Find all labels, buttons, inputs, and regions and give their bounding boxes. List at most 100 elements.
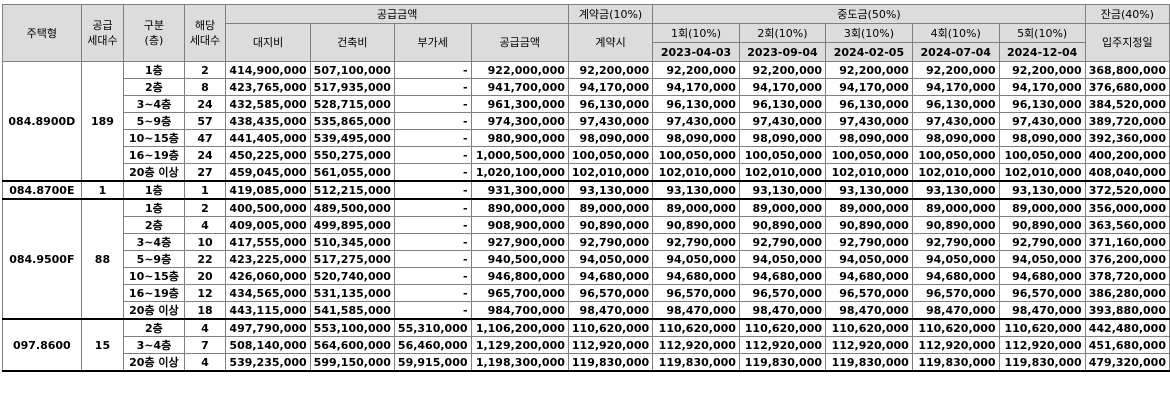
land-cell: 539,235,000 bbox=[225, 353, 311, 372]
applicable-units-cell: 2 bbox=[183, 61, 227, 79]
balance-cell: 384,520,000 bbox=[1084, 95, 1170, 113]
building-cell: 528,715,000 bbox=[309, 95, 395, 113]
land-cell: 441,405,000 bbox=[225, 129, 311, 147]
vat-cell: - bbox=[393, 267, 472, 285]
installment-4-cell: 98,090,000 bbox=[911, 129, 1000, 147]
table-row: 3~4층 7 508,140,000 564,600,000 56,460,000 1,1… bbox=[3, 336, 1170, 354]
balance-cell: 393,880,000 bbox=[1084, 301, 1170, 320]
contract-cell: 102,010,000 bbox=[567, 163, 654, 182]
building-cell: 507,100,000 bbox=[309, 61, 395, 79]
installment-1-cell: 90,890,000 bbox=[652, 216, 740, 234]
floor-cell: 5~9층 bbox=[123, 250, 185, 268]
installment-5-cell: 112,920,000 bbox=[998, 336, 1086, 354]
supply-cell: 927,900,000 bbox=[470, 233, 569, 251]
table-row: 3~4층 10 417,555,000 510,345,000-927,900,000… bbox=[3, 233, 1170, 251]
land-cell: 508,140,000 bbox=[225, 336, 311, 354]
header-installment-label: 2회(10%) bbox=[738, 23, 827, 43]
vat-cell: - bbox=[393, 198, 472, 217]
supply-units-cell: 189 bbox=[80, 61, 125, 182]
balance-cell: 368,800,000 bbox=[1084, 61, 1170, 79]
installment-4-cell: 96,130,000 bbox=[911, 95, 1000, 113]
table-row: 084.9500F 88 1층 2 400,500,000 489,500,000-890… bbox=[2, 198, 1170, 320]
building-cell: 564,600,000 bbox=[309, 336, 395, 354]
table-row: 16~19층 12 434,565,000 531,135,000-965,700,0… bbox=[3, 284, 1170, 302]
vat-cell: - bbox=[393, 146, 472, 164]
installment-3-cell: 112,920,000 bbox=[825, 336, 913, 354]
balance-cell: 451,680,000 bbox=[1084, 336, 1170, 354]
land-cell: 417,555,000 bbox=[225, 233, 311, 251]
installment-3-cell: 92,790,000 bbox=[825, 233, 913, 251]
table-row: 097.8600 15 2층 4 497,790,000 553,100,000 55,31… bbox=[2, 318, 1170, 372]
floor-cell: 20층 이상 bbox=[123, 301, 185, 320]
installment-4-cell: 90,890,000 bbox=[911, 216, 1000, 234]
vat-cell: - bbox=[393, 78, 472, 96]
applicable-units-cell: 24 bbox=[183, 146, 227, 164]
installment-3-cell: 97,430,000 bbox=[825, 112, 913, 130]
supply-cell: 965,700,000 bbox=[470, 284, 569, 302]
installment-3-cell: 90,890,000 bbox=[825, 216, 913, 234]
building-cell: 489,500,000 bbox=[309, 198, 395, 217]
table-row: 16~19층 24 450,225,000 550,275,000-1,000,500… bbox=[3, 146, 1170, 164]
installment-4-cell: 98,470,000 bbox=[911, 301, 1000, 320]
contract-cell: 119,830,000 bbox=[567, 353, 654, 372]
table-header: 주택형 공급 세대수 구분 (층) 해당 세대수 공급금액 계약금(10%) 중도금(… bbox=[2, 4, 1170, 62]
installment-1-cell: 93,130,000 bbox=[652, 180, 740, 200]
floor-cell: 1층 bbox=[123, 198, 185, 217]
table-row: 084.8700E 1 1층 1 419,085,000 512,215,000-931,… bbox=[2, 180, 1170, 200]
supply-cell: 931,300,000 bbox=[470, 180, 569, 200]
balance-cell: 378,720,000 bbox=[1084, 267, 1170, 285]
house-type-cell: 084.9500F bbox=[2, 198, 82, 320]
header-installment-date: 2024-07-04 bbox=[911, 42, 1000, 62]
vat-cell: 56,460,000 bbox=[393, 336, 472, 354]
header-installment-label: 3회(10%) bbox=[825, 23, 913, 43]
contract-cell: 90,890,000 bbox=[567, 216, 654, 234]
header-installment-date: 2023-04-03 bbox=[652, 42, 740, 62]
balance-cell: 479,320,000 bbox=[1084, 353, 1170, 372]
header-vat: 부가세 bbox=[393, 23, 472, 62]
installment-1-cell: 102,010,000 bbox=[652, 163, 740, 182]
header-installment-date: 2024-12-04 bbox=[998, 42, 1086, 62]
contract-cell: 96,570,000 bbox=[567, 284, 654, 302]
installment-3-cell: 96,130,000 bbox=[825, 95, 913, 113]
installment-2-cell: 110,620,000 bbox=[738, 318, 827, 337]
installment-1-cell: 96,570,000 bbox=[652, 284, 740, 302]
installment-5-cell: 96,570,000 bbox=[998, 284, 1086, 302]
installment-3-cell: 98,470,000 bbox=[825, 301, 913, 320]
balance-cell: 363,560,000 bbox=[1084, 216, 1170, 234]
applicable-units-cell: 20 bbox=[183, 267, 227, 285]
land-cell: 419,085,000 bbox=[225, 180, 311, 200]
installment-5-cell: 94,170,000 bbox=[998, 78, 1086, 96]
floor-cell: 5~9층 bbox=[123, 112, 185, 130]
floor-cell: 16~19층 bbox=[123, 284, 185, 302]
installment-1-cell: 94,680,000 bbox=[652, 267, 740, 285]
installment-4-cell: 94,050,000 bbox=[911, 250, 1000, 268]
applicable-units-cell: 2 bbox=[183, 198, 227, 217]
header-installment-date: 2023-09-04 bbox=[738, 42, 827, 62]
installment-3-cell: 94,050,000 bbox=[825, 250, 913, 268]
table-row: 10~15층 20 426,060,000 520,740,000-946,800,0… bbox=[3, 267, 1170, 285]
installment-1-cell: 92,790,000 bbox=[652, 233, 740, 251]
table-row: 20층 이상 4 539,235,000 599,150,000 59,915,000 1… bbox=[3, 353, 1170, 372]
installment-4-cell: 94,170,000 bbox=[911, 78, 1000, 96]
floor-cell: 1층 bbox=[123, 180, 185, 200]
building-cell: 541,585,000 bbox=[309, 301, 395, 320]
installment-2-cell: 93,130,000 bbox=[738, 180, 827, 200]
contract-cell: 93,130,000 bbox=[567, 180, 654, 200]
vat-cell: - bbox=[393, 233, 472, 251]
header-balance-group: 잔금(40%) bbox=[1084, 4, 1170, 24]
supply-units-cell: 1 bbox=[80, 180, 125, 200]
installment-4-cell: 89,000,000 bbox=[911, 198, 1000, 217]
header-supply-total: 공급금액 bbox=[470, 23, 569, 62]
installment-1-cell: 96,130,000 bbox=[652, 95, 740, 113]
installment-3-cell: 93,130,000 bbox=[825, 180, 913, 200]
installment-5-cell: 94,680,000 bbox=[998, 267, 1086, 285]
installment-2-cell: 96,130,000 bbox=[738, 95, 827, 113]
header-installment-label: 4회(10%) bbox=[911, 23, 1000, 43]
installment-5-cell: 97,430,000 bbox=[998, 112, 1086, 130]
header-installment-label: 5회(10%) bbox=[998, 23, 1086, 43]
installment-4-cell: 110,620,000 bbox=[911, 318, 1000, 337]
balance-cell: 408,040,000 bbox=[1084, 163, 1170, 182]
contract-cell: 92,790,000 bbox=[567, 233, 654, 251]
installment-2-cell: 92,200,000 bbox=[738, 61, 827, 79]
contract-cell: 110,620,000 bbox=[567, 318, 654, 337]
